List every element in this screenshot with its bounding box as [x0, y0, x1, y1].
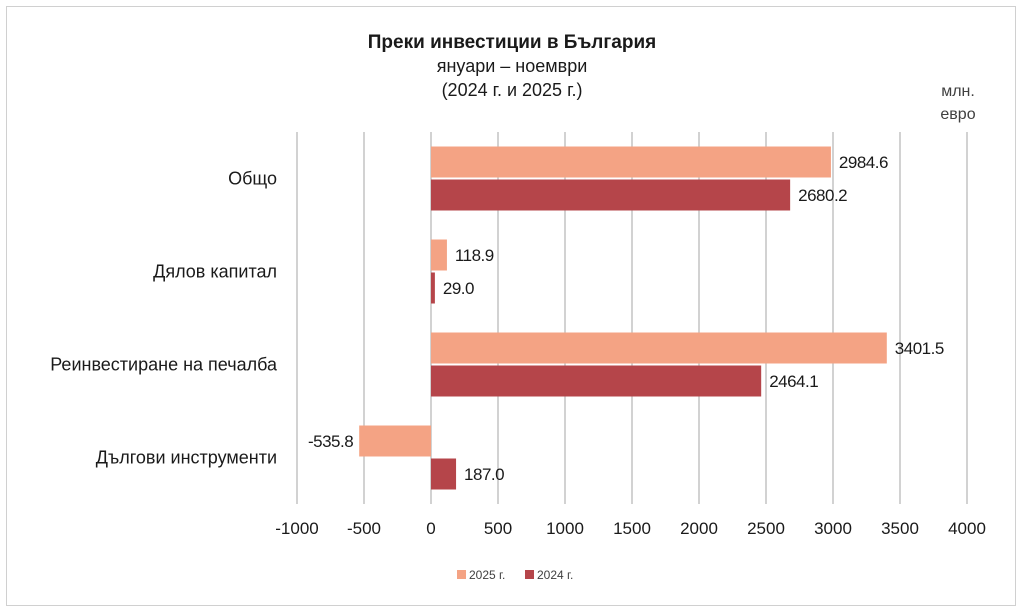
- data-label-2024-0: 2680.2: [798, 186, 847, 205]
- x-tick-label-4: 1000: [546, 519, 584, 538]
- data-label-2024-2: 2464.1: [769, 372, 818, 391]
- x-tick-label-7: 2500: [747, 519, 785, 538]
- data-label-2025-3: -535.8: [308, 432, 353, 451]
- x-tick-label-9: 3500: [881, 519, 919, 538]
- category-labels: Общо Дялов капитал Реинвестиране на печалб…: [50, 169, 278, 468]
- category-label-2: Реинвестиране на печалба: [50, 355, 278, 375]
- chart-subtitle-line-1: януари – ноември: [437, 56, 588, 76]
- data-label-2025-0: 2984.6: [839, 153, 888, 172]
- legend-swatch-0: [457, 570, 466, 579]
- legend-label-0: 2025 г.: [469, 568, 505, 582]
- unit-label-line-2: евро: [940, 106, 975, 123]
- data-label-2025-1: 118.9: [455, 246, 494, 265]
- data-label-2025-2: 3401.5: [895, 339, 944, 358]
- chart-subtitle-line-2: (2024 г. и 2025 г.): [442, 80, 583, 100]
- legend-label-1: 2024 г.: [537, 568, 573, 582]
- x-tick-label-1: -500: [347, 519, 381, 538]
- category-label-3: Дългови инструменти: [96, 448, 277, 468]
- legend: 2025 г. 2024 г.: [457, 568, 573, 582]
- x-tick-label-6: 2000: [680, 519, 718, 538]
- bars: [359, 146, 887, 490]
- x-tick-label-8: 3000: [814, 519, 852, 538]
- gridlines: [296, 132, 968, 504]
- bar-2025-3: [359, 425, 431, 457]
- bar-2025-2: [431, 332, 887, 364]
- x-axis: -1000 -500 0 500 1000 1500 2000 2500 3000 3500 400…: [275, 519, 986, 538]
- chart-title: Преки инвестиции в България: [368, 32, 656, 53]
- x-tick-label-10: 4000: [948, 519, 986, 538]
- x-tick-label-5: 1500: [613, 519, 651, 538]
- chart-frame: [6, 6, 1016, 606]
- data-labels: 2984.6 2680.2 118.9 29.0 3401.5 2464.1 -535.8 1…: [308, 153, 944, 484]
- bar-2024-2: [431, 365, 762, 397]
- bar-2024-3: [431, 458, 457, 490]
- bar-2024-0: [431, 179, 791, 211]
- x-tick-label-0: -1000: [275, 519, 318, 538]
- bar-2025-0: [431, 146, 831, 178]
- unit-label-line-1: млн.: [941, 83, 975, 100]
- category-label-1: Дялов капитал: [153, 262, 277, 282]
- x-tick-label-2: 0: [426, 519, 435, 538]
- bar-2025-1: [431, 239, 447, 271]
- x-tick-label-3: 500: [484, 519, 512, 538]
- bar-2024-1: [431, 272, 435, 304]
- data-label-2024-1: 29.0: [443, 279, 474, 298]
- category-label-0: Общо: [228, 169, 277, 189]
- data-label-2024-3: 187.0: [464, 465, 504, 484]
- legend-swatch-1: [525, 570, 534, 579]
